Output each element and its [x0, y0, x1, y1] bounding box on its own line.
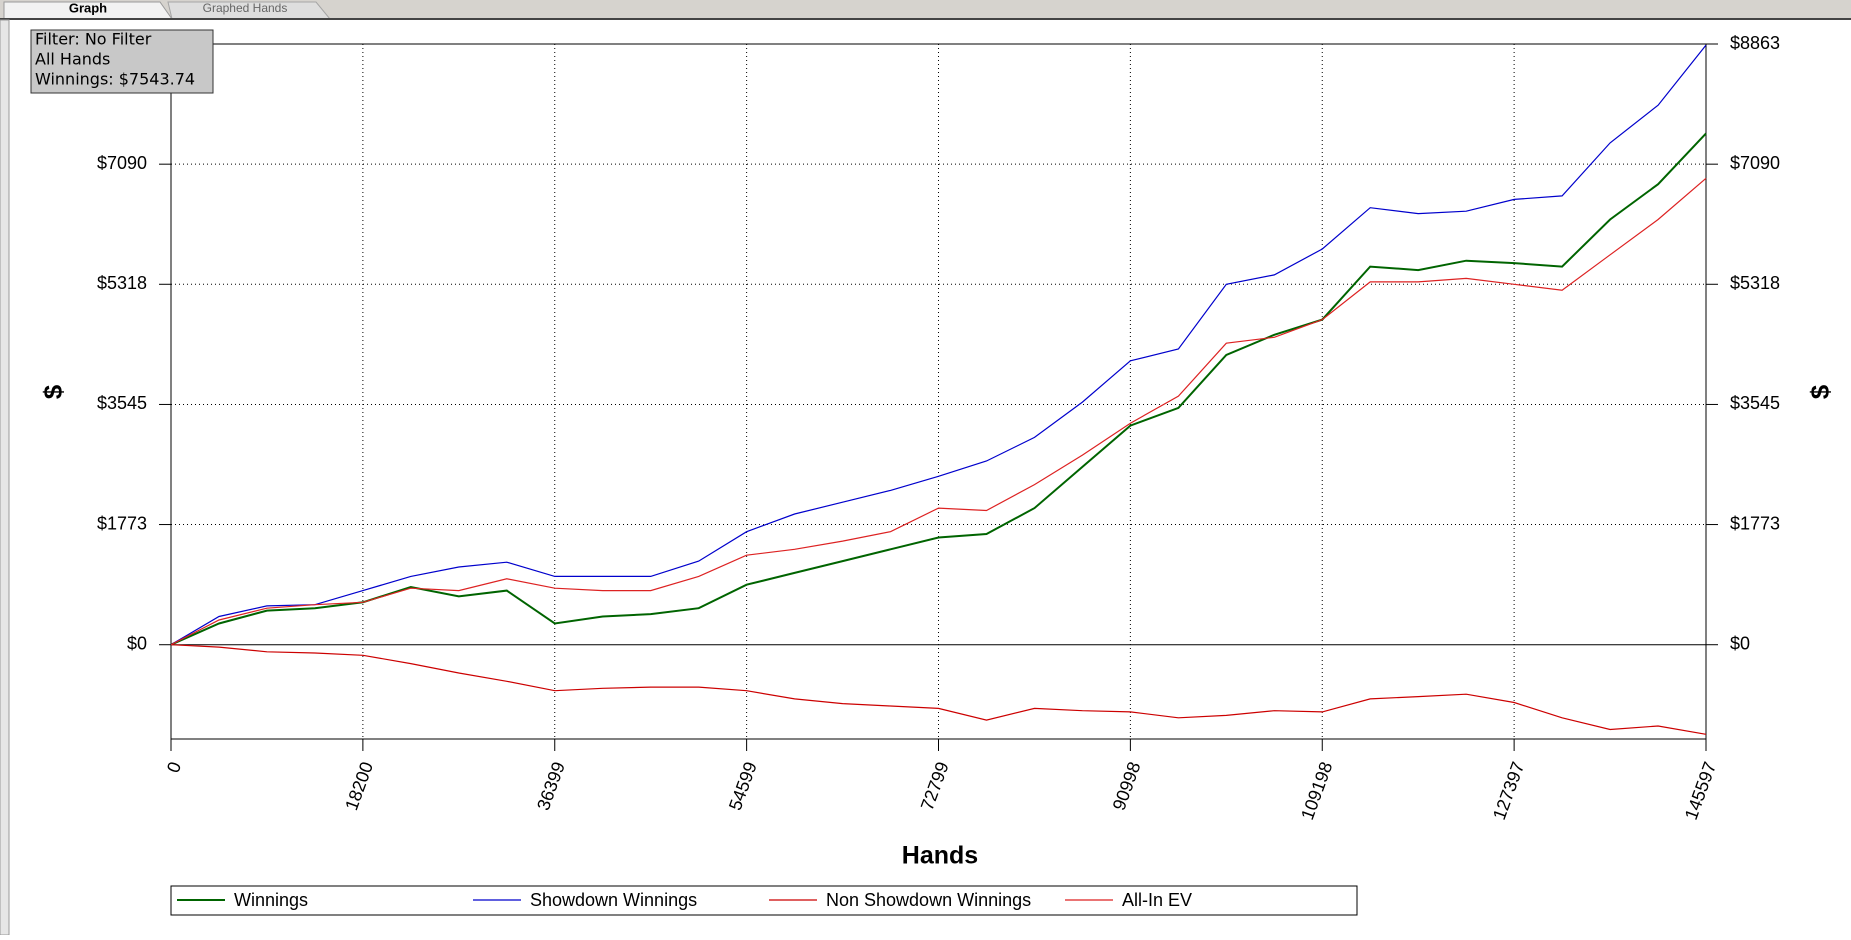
x-axis-title: Hands [902, 842, 978, 870]
legend-label: Winnings [234, 890, 308, 910]
y-axis-title: $ [38, 384, 68, 399]
series-line [170, 132, 1707, 646]
plot-frame [170, 43, 1707, 740]
y-axis-title: $ [1805, 384, 1835, 399]
legend-label: Non Showdown Winnings [826, 890, 1031, 910]
legend-label: Showdown Winnings [530, 890, 697, 910]
plot-area: $0 $0 $1773 $1773 $3545 $3545 $5318 $5318 $7090 $… [97, 33, 1780, 823]
y-tick-label: $7090 [1730, 153, 1780, 173]
x-tick-label: 0 [163, 759, 185, 775]
x-tick-label: 90998 [1109, 759, 1145, 813]
y-tick-label: $5318 [1730, 273, 1780, 293]
x-tick-label: 18200 [341, 759, 377, 813]
series-line [170, 644, 1707, 735]
y-tick-label: $3545 [97, 393, 147, 413]
info-line: Winnings: $7543.74 [35, 70, 195, 89]
info-line: Filter: No Filter [35, 30, 152, 49]
info-line: All Hands [35, 50, 110, 69]
tab-bar [0, 0, 1851, 19]
x-tick-label: 127397 [1489, 759, 1528, 822]
tab-label[interactable]: Graph [69, 0, 107, 15]
x-tick-label: 72799 [917, 759, 953, 813]
x-tick-label: 54599 [725, 759, 761, 813]
y-tick-label: $0 [1730, 633, 1750, 653]
x-tick-label: 36399 [533, 759, 569, 813]
y-tick-label: $1773 [1730, 513, 1780, 533]
series-line [170, 177, 1707, 646]
y-tick-label: $3545 [1730, 393, 1780, 413]
y-tick-label: $0 [127, 633, 147, 653]
x-tick-label: 145597 [1681, 759, 1720, 822]
legend [170, 885, 1358, 916]
legend-label: All-In EV [1122, 890, 1192, 910]
tab-label[interactable]: Graphed Hands [203, 1, 288, 15]
series-line [170, 44, 1707, 646]
side-panel [0, 19, 10, 936]
y-tick-label: $8863 [1730, 33, 1780, 53]
y-tick-label: $5318 [97, 273, 147, 293]
x-tick-label: 109198 [1297, 759, 1336, 822]
y-tick-label: $7090 [97, 153, 147, 173]
info-box [30, 29, 214, 94]
y-tick-label: $1773 [97, 513, 147, 533]
